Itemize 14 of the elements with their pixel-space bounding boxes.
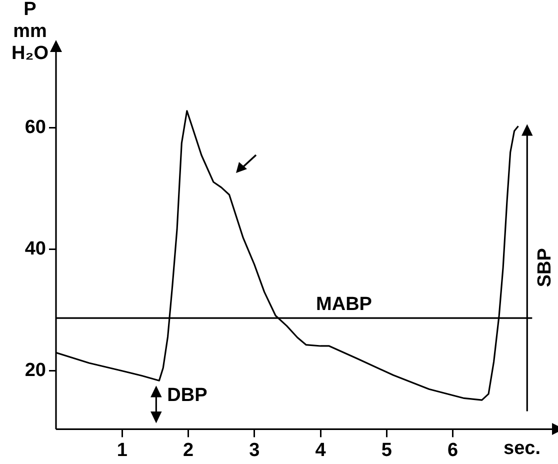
x-tick-label: 1: [116, 440, 128, 461]
x-tick-label: 3: [249, 440, 260, 461]
x-tick-label: 6: [448, 440, 458, 461]
x-tick-label: 4: [315, 440, 326, 461]
y-tick-label: 20: [24, 360, 46, 382]
x-tick-label: 5: [381, 440, 392, 461]
annotation: SBP: [534, 248, 556, 288]
y-tick-label: 40: [24, 238, 46, 260]
annotation: DBP: [167, 384, 208, 406]
x-tick-label: 2: [182, 440, 194, 461]
x-axis-title: sec.: [504, 438, 540, 459]
ref-line-label: MABP: [316, 294, 372, 315]
y-axis-title: P mm H₂O: [12, 0, 48, 64]
y-tick-label: 60: [24, 117, 46, 138]
